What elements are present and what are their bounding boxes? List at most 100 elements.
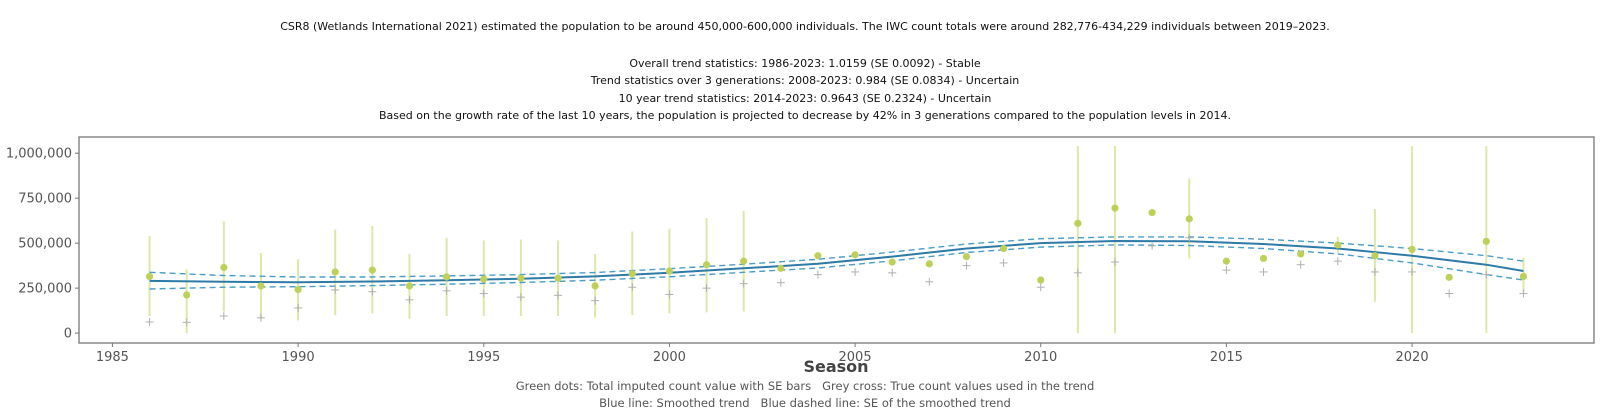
true-count-cross [442,286,451,295]
imputed-count-dot [962,253,971,261]
imputed-count-dot [220,263,228,272]
imputed-count-dot [777,264,785,272]
imputed-count-dot [888,258,896,266]
imputed-count-dot [1148,208,1156,217]
x-tick-label: 2000 [653,350,686,365]
true-count-cross [256,313,265,322]
imputed-count-dot [1222,257,1230,265]
imputed-count-dot [480,275,488,283]
true-count-cross [851,267,860,276]
true-count-cross [628,283,637,292]
imputed-count-dot [1482,237,1490,245]
se-bars [148,145,1525,334]
x-tick-label: 2020 [1396,350,1429,365]
imputed-count-dot [628,270,636,278]
true-count-cross [702,284,711,293]
true-count-cross [591,296,600,305]
imputed-count-dot [405,282,414,290]
trend-line [149,239,1524,284]
x-tick-label: 1985 [96,350,129,365]
true-count-cross [1185,233,1194,242]
true-count-cross [1073,268,1082,277]
imputed-count-dot [1259,254,1268,263]
true-count-cross [1482,270,1491,279]
true-count-cross [813,270,822,279]
x-tick-label: 2005 [839,350,872,365]
imputed-count-dot [145,272,154,281]
true-count-cross [1222,266,1231,275]
true-count-cross [405,295,414,304]
three-generation-trend-caption: Trend statistics over 3 generations: 200… [590,74,1020,87]
y-tick-label: 250,000 [18,282,72,297]
true-count-cross [1370,267,1379,276]
imputed-count-dot [331,268,339,276]
imputed-count-dot [591,282,599,290]
trend-se-upper [149,236,1524,278]
true-count-cross [294,303,303,312]
y-tick-label: 1,000,000 [6,147,72,162]
true-count-cross [665,290,674,299]
y-tick-label: 500,000 [18,237,72,252]
imputed-count-dot [294,285,302,294]
x-axis: 1985 1990 1995 2000 2005 2010 2015 2020 [96,343,1429,365]
true-count-cross [1036,283,1045,292]
true-count-cross [1148,241,1157,250]
ten-year-trend-caption: 10 year trend statistics: 2014-2023: 0.9… [618,92,992,105]
true-count-cross [1408,267,1417,276]
true-count-cross [182,318,191,327]
x-axis-title: Season [803,357,868,376]
imputed-count-dot [183,291,191,299]
imputed-count-dot [1445,273,1453,281]
true-count-cross [219,312,228,321]
true-count-cross [554,291,563,300]
true-count-cross [1296,260,1305,269]
true-count-cross [1333,257,1342,266]
y-tick-label: 750,000 [18,192,72,207]
imputed-count-dot [1334,241,1342,249]
legend-line-2: Blue line: Smoothed trend Blue dashed li… [599,396,1011,410]
true-count-crosses [145,233,1528,327]
imputed-count-dot [1037,276,1045,284]
true-count-cross [1519,289,1528,298]
true-count-cross [516,293,525,302]
trend-se-lower [149,244,1524,290]
true-count-cross [145,317,154,326]
imputed-count-dot [1408,245,1416,254]
imputed-count-dot [740,257,748,265]
imputed-count-dot [702,261,711,269]
imputed-count-dot [1074,219,1082,227]
true-count-cross [739,279,748,288]
x-tick-label: 1990 [282,350,315,365]
imputed-count-dot [999,244,1008,253]
legend-line-1: Green dots: Total imputed count value wi… [515,379,1095,393]
true-count-cross [962,261,971,270]
imputed-count-dot [851,251,859,259]
imputed-count-dot [665,267,674,275]
imputed-count-dots [145,204,1528,299]
true-count-cross [368,287,377,296]
imputed-count-dot [368,266,376,274]
true-count-cross [479,289,488,298]
y-tick-label: 0 [64,327,72,342]
x-tick-label: 1995 [467,350,500,365]
imputed-count-dot [1185,215,1193,223]
true-count-cross [925,277,934,286]
true-count-cross [331,285,340,294]
x-tick-label: 2015 [1210,350,1243,365]
smoothed-trend [149,236,1524,290]
true-count-cross [776,278,785,287]
true-count-cross [888,268,897,277]
imputed-count-dot [1519,272,1528,281]
imputed-count-dot [1371,252,1379,260]
imputed-count-dot [443,273,451,281]
population-estimate-caption: CSR8 (Wetlands International 2021) estim… [280,20,1330,33]
true-count-cross [1259,267,1268,276]
projection-caption: Based on the growth rate of the last 10 … [378,109,1232,122]
imputed-count-dot [257,282,265,290]
imputed-count-dot [814,252,822,260]
imputed-count-dot [554,274,562,282]
overall-trend-caption: Overall trend statistics: 1986-2023: 1.0… [629,57,981,70]
imputed-count-dot [1111,204,1119,212]
y-axis: 0 250,000 500,000 750,000 1,000,000 [6,147,79,342]
